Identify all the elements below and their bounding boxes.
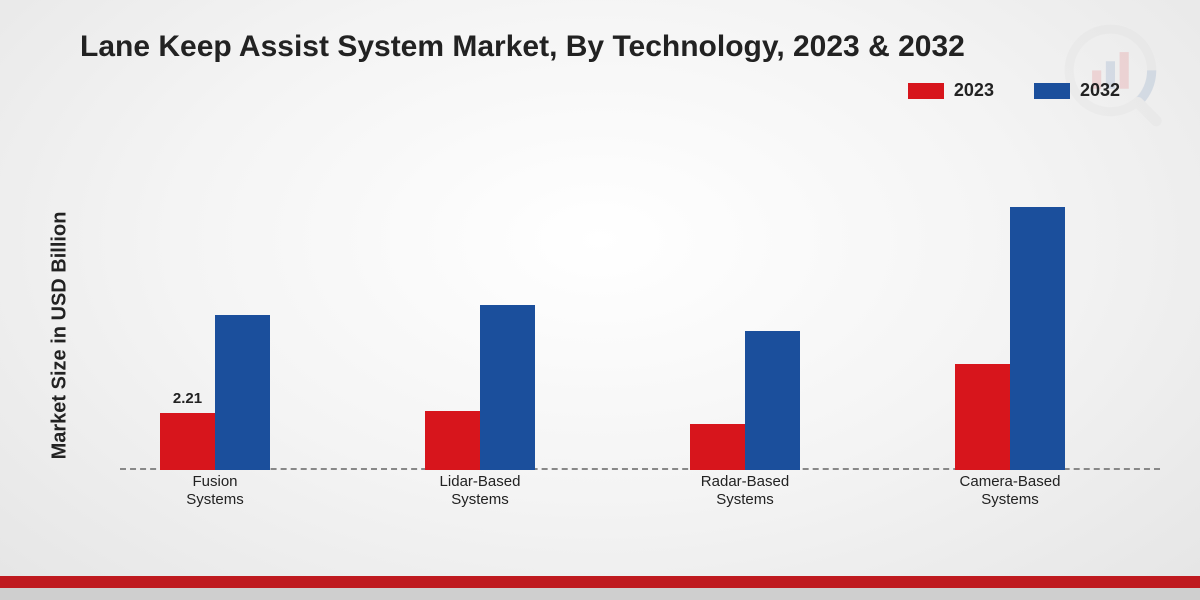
- x-axis-category-label: Lidar-BasedSystems: [390, 473, 570, 511]
- x-axis-category-label: Camera-BasedSystems: [920, 473, 1100, 511]
- bar-group: [955, 207, 1135, 471]
- chart-title: Lane Keep Assist System Market, By Techn…: [80, 30, 965, 64]
- bar-2032: [1010, 207, 1065, 471]
- legend-label-2023: 2023: [954, 80, 994, 101]
- x-axis-category-label: Radar-BasedSystems: [655, 473, 835, 511]
- bar-2032: [745, 331, 800, 471]
- bar-2023: [425, 411, 480, 470]
- bar-value-label: 2.21: [173, 390, 202, 407]
- legend-swatch-2032: [1034, 83, 1070, 99]
- bar-group: [425, 305, 605, 470]
- y-axis-label-wrap: Market Size in USD Billion: [45, 160, 75, 510]
- legend-item-2023: 2023: [908, 80, 994, 101]
- footer-stripe-gray: [0, 588, 1200, 600]
- legend-item-2032: 2032: [1034, 80, 1120, 101]
- chart-page: Lane Keep Assist System Market, By Techn…: [0, 0, 1200, 600]
- chart-plot-area: FusionSystems 2.21 Lidar-BasedSystems Radar…: [120, 160, 1160, 510]
- bar-2023: [955, 364, 1010, 470]
- bar-2032: [215, 315, 270, 470]
- x-axis-category-label: FusionSystems: [125, 473, 305, 511]
- bar-2023: [160, 413, 215, 470]
- legend: 2023 2032: [908, 80, 1120, 101]
- bar-2032: [480, 305, 535, 470]
- y-axis-label: Market Size in USD Billion: [49, 211, 72, 459]
- footer-stripe-red: [0, 576, 1200, 588]
- bar-group: [690, 331, 870, 471]
- legend-label-2032: 2032: [1080, 80, 1120, 101]
- watermark-logo: [1060, 20, 1170, 130]
- bar-2023: [690, 424, 745, 471]
- legend-swatch-2023: [908, 83, 944, 99]
